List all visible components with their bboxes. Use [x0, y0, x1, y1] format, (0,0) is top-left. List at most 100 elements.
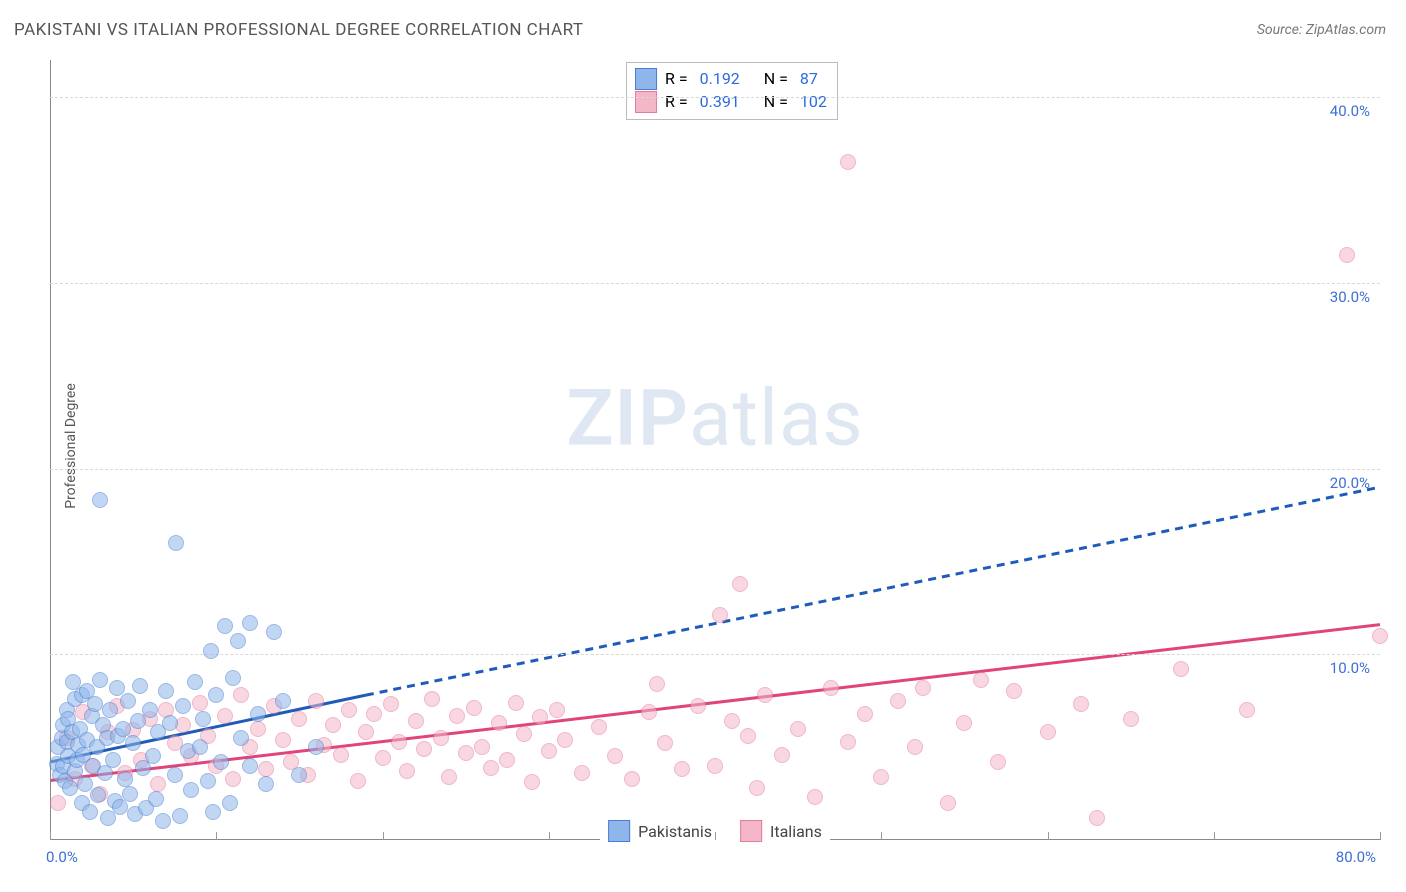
- marker-italians: [823, 680, 839, 696]
- stats-legend-box: R = 0.192 N = 87 R = 0.391 N = 102: [626, 62, 838, 120]
- marker-pakistanis: [82, 804, 98, 820]
- marker-pakistanis: [162, 715, 178, 731]
- marker-pakistanis: [122, 786, 138, 802]
- marker-italians: [1006, 683, 1022, 699]
- marker-italians: [474, 739, 490, 755]
- marker-italians: [308, 693, 324, 709]
- marker-pakistanis: [115, 721, 131, 737]
- marker-italians: [557, 732, 573, 748]
- marker-italians: [549, 702, 565, 718]
- x-tick: [216, 832, 217, 840]
- marker-italians: [940, 795, 956, 811]
- marker-pakistanis: [205, 804, 221, 820]
- marker-pakistanis: [183, 782, 199, 798]
- legend-swatch-pakistanis: [608, 820, 630, 842]
- marker-italians: [516, 726, 532, 742]
- marker-pakistanis: [109, 680, 125, 696]
- marker-pakistanis: [168, 535, 184, 551]
- marker-pakistanis: [275, 693, 291, 709]
- marker-italians: [657, 735, 673, 751]
- marker-italians: [807, 789, 823, 805]
- legend-label-pakistanis: Pakistanis: [638, 822, 712, 841]
- marker-italians: [1073, 696, 1089, 712]
- marker-italians: [532, 709, 548, 725]
- watermark-atlas: atlas: [689, 373, 864, 464]
- x-tick: [1380, 832, 1381, 840]
- marker-italians: [1372, 628, 1388, 644]
- marker-pakistanis: [266, 624, 282, 640]
- x-tick: [1214, 832, 1215, 840]
- marker-pakistanis: [90, 787, 106, 803]
- marker-italians: [990, 754, 1006, 770]
- grid-line: [50, 283, 1380, 284]
- stats-row-italians: R = 0.391 N = 102: [635, 90, 827, 113]
- legend-swatch-italians: [740, 820, 762, 842]
- x-tick: [881, 832, 882, 840]
- grid-line: [50, 469, 1380, 470]
- marker-pakistanis: [208, 687, 224, 703]
- marker-italians: [291, 711, 307, 727]
- marker-pakistanis: [187, 674, 203, 690]
- plot-area: ZIPatlas R = 0.192 N = 87 R = 0.391 N = …: [50, 60, 1380, 840]
- marker-pakistanis: [102, 702, 118, 718]
- stats-n-value: 102: [800, 90, 827, 113]
- marker-italians: [250, 721, 266, 737]
- legend-label-italians: Italians: [770, 822, 822, 841]
- marker-pakistanis: [158, 683, 174, 699]
- marker-italians: [258, 761, 274, 777]
- stats-r-label: R =: [665, 67, 692, 90]
- marker-pakistanis: [250, 706, 266, 722]
- y-tick-label: 30.0%: [1330, 288, 1370, 306]
- marker-italians: [873, 769, 889, 785]
- marker-italians: [790, 721, 806, 737]
- marker-italians: [840, 734, 856, 750]
- marker-pakistanis: [155, 813, 171, 829]
- stats-n-label: N =: [764, 67, 792, 90]
- marker-italians: [341, 702, 357, 718]
- marker-italians: [624, 771, 640, 787]
- chart-title: PAKISTANI VS ITALIAN PROFESSIONAL DEGREE…: [14, 20, 584, 40]
- stats-row-pakistanis: R = 0.192 N = 87: [635, 67, 827, 90]
- y-tick-label: 20.0%: [1330, 474, 1370, 492]
- marker-italians: [907, 739, 923, 755]
- chart-container: PAKISTANI VS ITALIAN PROFESSIONAL DEGREE…: [0, 0, 1406, 892]
- marker-pakistanis: [200, 773, 216, 789]
- marker-italians: [416, 741, 432, 757]
- marker-italians: [333, 747, 349, 763]
- marker-pakistanis: [233, 730, 249, 746]
- marker-italians: [1239, 702, 1255, 718]
- marker-pakistanis: [225, 670, 241, 686]
- marker-pakistanis: [77, 776, 93, 792]
- marker-italians: [757, 687, 773, 703]
- marker-pakistanis: [308, 739, 324, 755]
- marker-italians: [458, 745, 474, 761]
- y-tick-label: 40.0%: [1330, 102, 1370, 120]
- marker-italians: [408, 713, 424, 729]
- y-tick-label: 10.0%: [1330, 659, 1370, 677]
- marker-italians: [707, 758, 723, 774]
- marker-italians: [483, 760, 499, 776]
- x-tick: [715, 832, 716, 840]
- marker-pakistanis: [62, 780, 78, 796]
- marker-pakistanis: [87, 696, 103, 712]
- marker-pakistanis: [167, 767, 183, 783]
- marker-italians: [591, 719, 607, 735]
- marker-pakistanis: [242, 758, 258, 774]
- marker-italians: [350, 773, 366, 789]
- marker-italians: [391, 734, 407, 750]
- marker-italians: [358, 724, 374, 740]
- marker-italians: [433, 730, 449, 746]
- marker-pakistanis: [117, 771, 133, 787]
- x-tick: [383, 832, 384, 840]
- marker-pakistanis: [291, 767, 307, 783]
- marker-pakistanis: [92, 672, 108, 688]
- marker-pakistanis: [258, 776, 274, 792]
- marker-italians: [275, 732, 291, 748]
- marker-italians: [217, 708, 233, 724]
- trend-lines: [50, 60, 1380, 840]
- marker-italians: [449, 708, 465, 724]
- stats-r-label: R =: [665, 90, 692, 113]
- marker-italians: [383, 696, 399, 712]
- marker-italians: [375, 750, 391, 766]
- y-axis: [50, 60, 51, 840]
